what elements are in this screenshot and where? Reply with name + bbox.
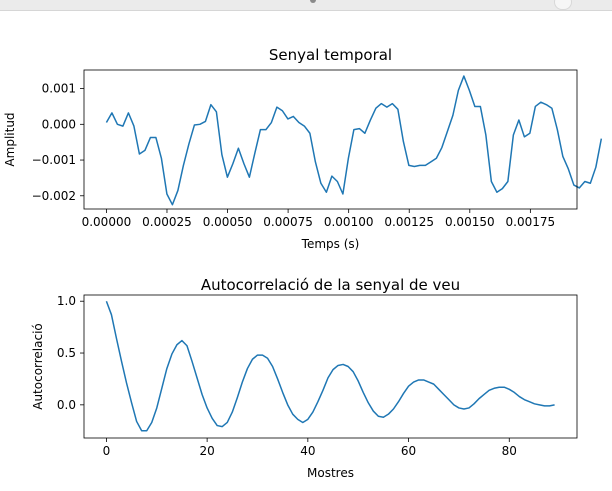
chart2-axes-frame xyxy=(83,294,578,439)
chart1-title: Senyal temporal xyxy=(269,46,392,64)
chart1-x-tick-label: 0.00175 xyxy=(506,215,556,229)
chart2-series-line xyxy=(105,300,555,432)
chart1-y-tick-label: 0.000 xyxy=(42,117,76,131)
chart1-y-tick-label: −0.002 xyxy=(32,189,76,203)
chart1-x-tick-label: 0.00050 xyxy=(203,215,253,229)
chart2-x-tick-label: 40 xyxy=(300,444,315,458)
chart1-axes-frame xyxy=(83,69,578,210)
chart2-title: Autocorrelació de la senyal de veu xyxy=(201,276,460,294)
chart2-y-axis-label: Autocorrelació xyxy=(31,323,45,410)
chart1-x-tick-label: 0.00100 xyxy=(324,215,374,229)
chart2-x-tick-label: 60 xyxy=(401,444,416,458)
chart2-x-tick-label: 80 xyxy=(502,444,517,458)
chart1-y-tick-label: 0.001 xyxy=(42,82,76,96)
chart1-x-tick-label: 0.00000 xyxy=(82,215,132,229)
chart2-x-tick-label: 20 xyxy=(199,444,214,458)
chart2-y-tick-label: 0.0 xyxy=(57,398,76,412)
chart2-x-axis-label: Mostres xyxy=(307,466,354,480)
chart1-x-tick-label: 0.00150 xyxy=(445,215,495,229)
chart1-x-tick-label: 0.00025 xyxy=(142,215,192,229)
chart2-x-tick-label: 0 xyxy=(103,444,111,458)
chart1-y-axis-label: Amplitud xyxy=(3,112,17,166)
window-title xyxy=(310,0,316,3)
chart2-y-tick-label: 1.0 xyxy=(57,294,76,308)
chart1-y-tick-label: −0.001 xyxy=(32,153,76,167)
window-titlebar xyxy=(0,0,612,11)
chart2-y-tick-label: 0.5 xyxy=(57,346,76,360)
chart1-x-axis-label: Temps (s) xyxy=(301,237,360,251)
chart1-series-line xyxy=(105,75,603,206)
chart1-x-tick-label: 0.00075 xyxy=(263,215,313,229)
chart1-x-tick-label: 0.00125 xyxy=(384,215,434,229)
